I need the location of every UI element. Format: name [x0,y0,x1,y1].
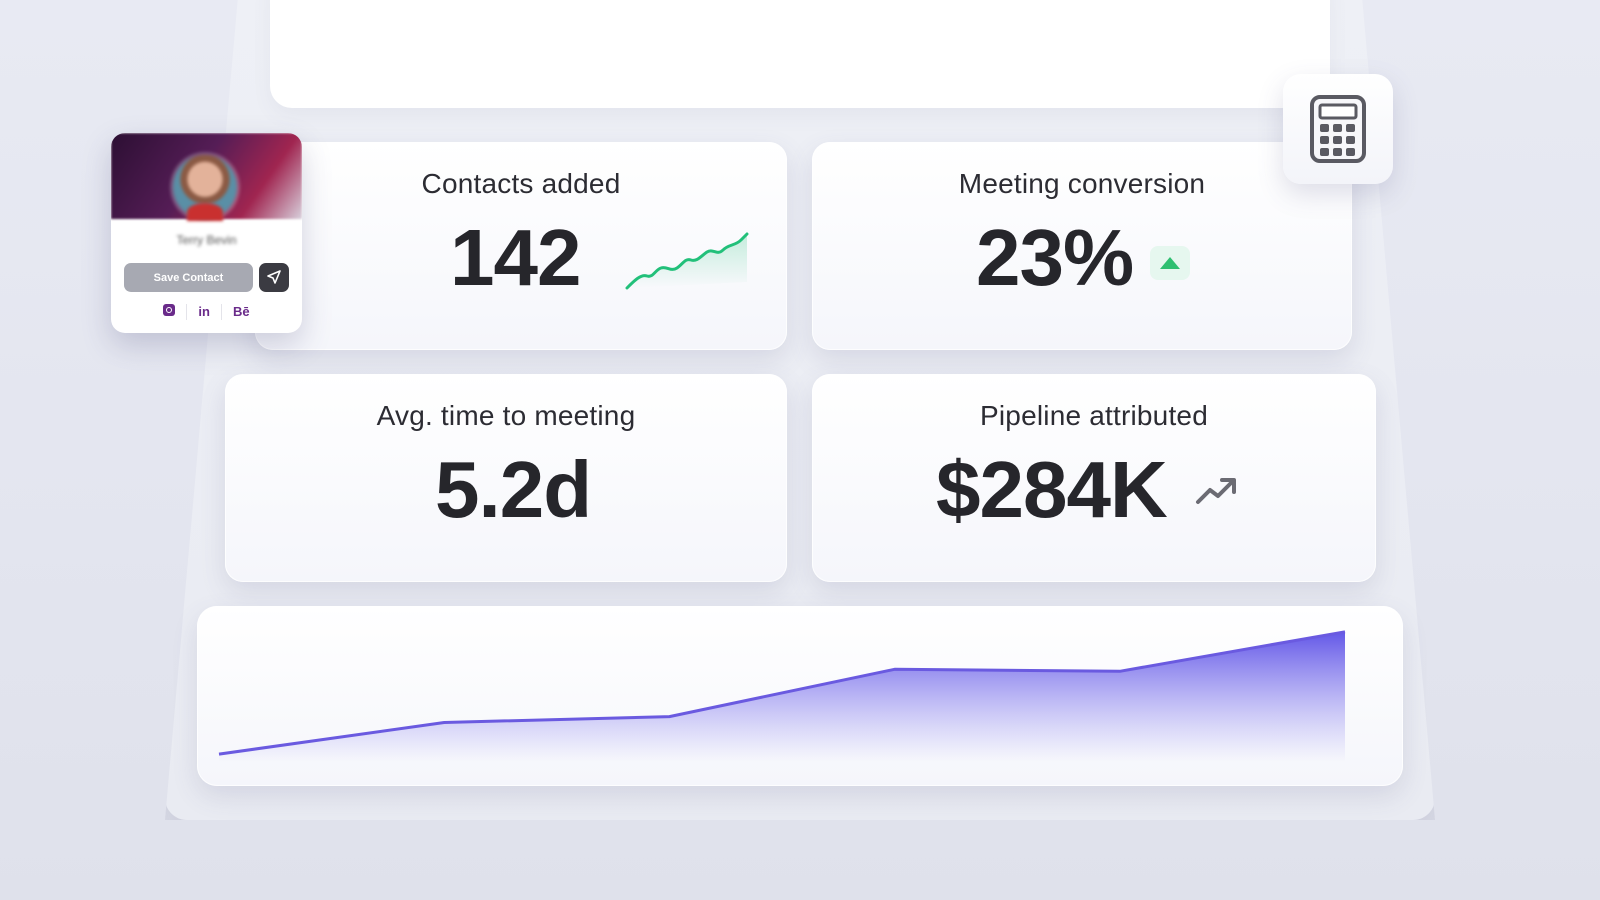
area-chart [218,630,1346,762]
calculator-button[interactable] [1283,74,1393,184]
pipeline-area-chart-card [197,606,1403,786]
contacts-added-value: 142 [450,213,581,302]
contacts-added-card[interactable]: Contacts added 142 [255,142,787,350]
send-button[interactable] [259,263,289,292]
top-strip [270,0,1330,108]
instagram-icon [163,304,176,316]
pipeline-attributed-label: Pipeline attributed [980,400,1208,431]
avatar-shirt [187,203,223,221]
avg-time-card[interactable]: Avg. time to meeting 5.2d [225,374,787,582]
series-line [218,630,1346,756]
contact-name: Terry Bevin [176,233,237,247]
behance-icon: Bē [232,304,250,319]
contact-card: Terry Bevin Save Contact in Bē [111,133,302,333]
pipeline-attributed-card[interactable]: Pipeline attributed $284K [812,374,1376,582]
triangle-up-icon [1160,257,1180,269]
trending-up-icon [1196,478,1236,504]
avg-time-label: Avg. time to meeting [376,400,636,431]
area-fill [219,631,1345,762]
save-contact-button[interactable]: Save Contact [124,263,253,292]
linkedin-icon: in [198,304,210,319]
meeting-conversion-value: 23% [976,213,1134,302]
sparkline-icon [625,232,749,290]
meeting-conversion-card[interactable]: Meeting conversion 23% [812,142,1352,350]
avg-time-value: 5.2d [435,445,592,534]
send-icon [267,270,281,284]
social-links: in Bē [111,303,302,321]
meeting-conversion-label: Meeting conversion [958,168,1206,199]
contacts-added-label: Contacts added [421,168,621,199]
behance-link[interactable]: Bē [222,304,261,320]
linkedin-link[interactable]: in [187,304,222,320]
trend-up-badge [1150,246,1190,280]
calculator-icon [1310,95,1366,163]
pipeline-attributed-value: $284K [936,445,1168,534]
instagram-link[interactable] [152,304,188,320]
